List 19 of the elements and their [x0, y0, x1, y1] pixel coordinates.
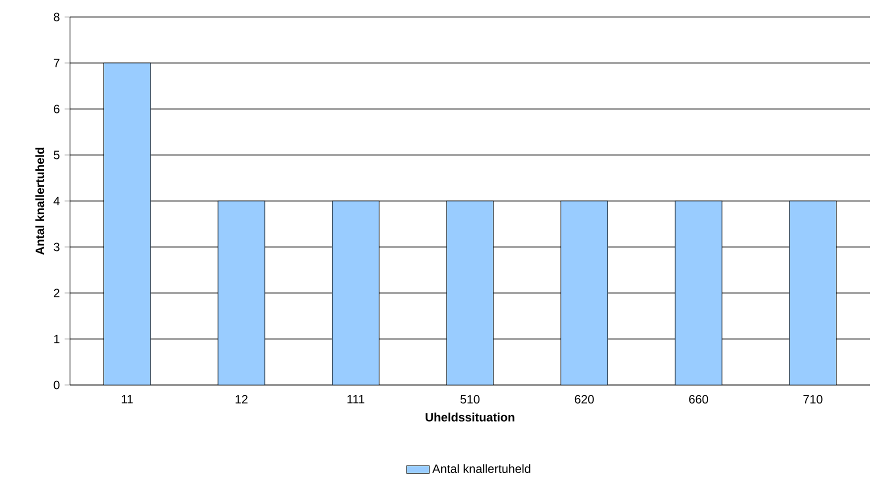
y-tick-label: 0	[54, 380, 60, 390]
x-tick-label: 11	[122, 395, 133, 404]
x-tick-label: 620	[574, 395, 594, 404]
x-tick-label: 111	[348, 395, 364, 404]
x-tick-label: 12	[236, 395, 248, 404]
x-tick-label: 660	[689, 395, 708, 404]
x-axis-title: Uheldssituation	[426, 412, 514, 422]
y-tick-label: 7	[54, 58, 60, 68]
y-tick-label: 8	[54, 12, 60, 22]
y-tick-label: 3	[54, 242, 60, 252]
y-tick-label: 6	[54, 104, 60, 114]
y-tick-label: 1	[54, 334, 60, 344]
x-tick-label: 510	[460, 395, 480, 404]
legend-label: Antal knallertuheld	[432, 464, 530, 473]
y-tick-label: 2	[54, 288, 60, 298]
y-tick-label: 4	[54, 196, 60, 206]
y-tick-label: 5	[54, 150, 60, 160]
y-axis-title: Antal knallertuheld	[35, 148, 44, 255]
x-tick-label: 710	[803, 395, 822, 404]
